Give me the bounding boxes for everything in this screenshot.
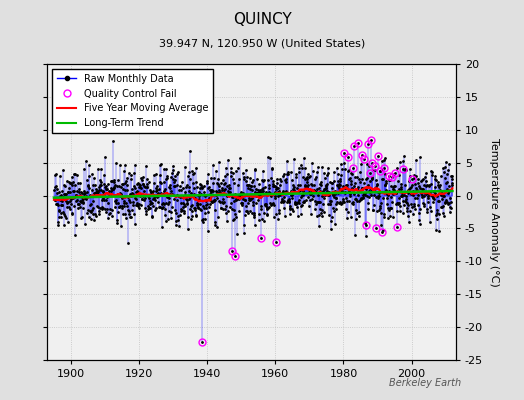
Legend: Raw Monthly Data, Quality Control Fail, Five Year Moving Average, Long-Term Tren: Raw Monthly Data, Quality Control Fail, …	[52, 69, 213, 133]
Text: Berkeley Earth: Berkeley Earth	[389, 378, 461, 388]
Text: QUINCY: QUINCY	[233, 12, 291, 27]
Y-axis label: Temperature Anomaly (°C): Temperature Anomaly (°C)	[488, 138, 499, 286]
Text: 39.947 N, 120.950 W (United States): 39.947 N, 120.950 W (United States)	[159, 38, 365, 48]
